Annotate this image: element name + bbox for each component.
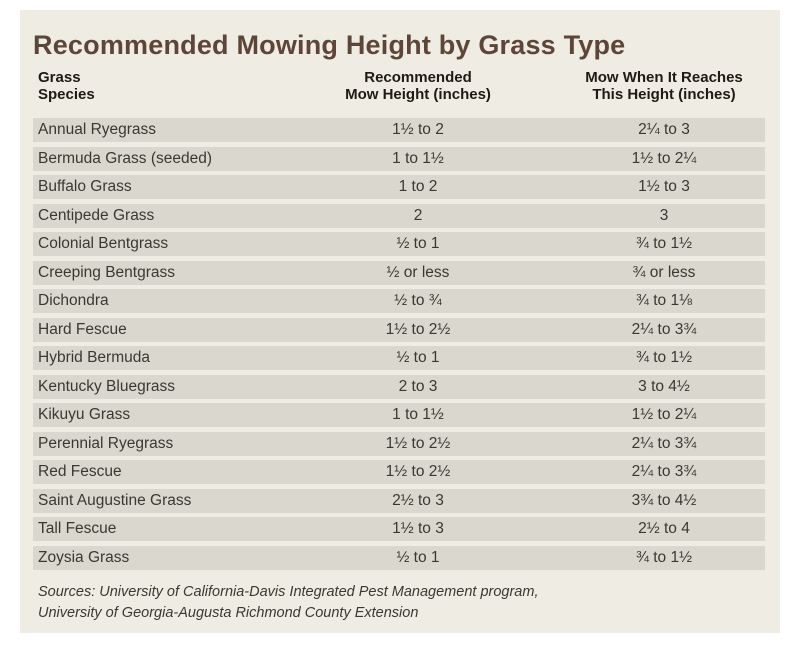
mow-height-cell: 2 bbox=[413, 206, 423, 224]
table-row: Perennial Ryegrass 1½ to 2½ 2¼ to 3¾ bbox=[33, 431, 765, 456]
mow-height-cell: 1½ to 3 bbox=[392, 520, 444, 537]
table-row: Zoysia Grass ½ to 1 ¾ to 1½ bbox=[33, 545, 765, 570]
reach-height-cell: 3¾ to 4½ bbox=[631, 491, 697, 509]
mow-height-cell: 2½ to 3 bbox=[392, 491, 444, 509]
species-cell: Buffalo Grass bbox=[38, 178, 132, 195]
reach-height-cell: ¾ to 1½ bbox=[635, 235, 692, 252]
mow-height-cell: 1½ to 2 bbox=[392, 121, 444, 138]
table-header-row: Grass Species Recommended Mow Height (in… bbox=[33, 69, 765, 103]
reach-height-cell: 2¼ to 3¾ bbox=[631, 434, 697, 452]
mow-height-cell: 1 to 1½ bbox=[392, 406, 444, 423]
table-row: Red Fescue 1½ to 2½ 2¼ to 3¾ bbox=[33, 460, 765, 484]
mow-height-cell: 1½ to 2½ bbox=[385, 463, 451, 480]
mow-height-cell: ½ to 1 bbox=[396, 548, 440, 566]
table-row: Colonial Bentgrass ½ to 1 ¾ to 1½ bbox=[33, 232, 765, 256]
species-cell: Dichondra bbox=[38, 292, 109, 309]
species-cell: Red Fescue bbox=[38, 463, 122, 480]
reach-height-cell: 1½ to 3 bbox=[638, 178, 690, 195]
mow-height-cell: ½ to 1 bbox=[396, 349, 440, 366]
table-row: Centipede Grass 2 3 bbox=[33, 203, 765, 228]
table-row: Kentucky Bluegrass 2 to 3 3 to 4½ bbox=[33, 374, 765, 399]
column-header-reach-height: Mow When It Reaches This Height (inches) bbox=[585, 69, 743, 103]
column-header-mow-height: Recommended Mow Height (inches) bbox=[345, 69, 491, 103]
species-cell: Kentucky Bluegrass bbox=[38, 377, 175, 395]
mow-height-cell: ½ to ¾ bbox=[394, 292, 442, 309]
reach-height-cell: 2¼ to 3 bbox=[638, 121, 690, 138]
table-row: Dichondra ½ to ¾ ¾ to 1⅛ bbox=[33, 289, 765, 313]
reach-height-cell: 2¼ to 3¾ bbox=[631, 463, 697, 480]
table-row: Kikuyu Grass 1 to 1½ 1½ to 2¼ bbox=[33, 403, 765, 427]
table-row: Hard Fescue 1½ to 2½ 2¼ to 3¾ bbox=[33, 317, 765, 342]
mow-height-cell: ½ to 1 bbox=[396, 235, 440, 252]
mow-height-cell: 1½ to 2½ bbox=[385, 434, 451, 452]
species-cell: Tall Fescue bbox=[38, 520, 117, 537]
species-cell: Perennial Ryegrass bbox=[38, 434, 174, 452]
reach-height-cell: 1½ to 2¼ bbox=[631, 406, 697, 423]
reach-height-cell: ¾ or less bbox=[632, 263, 696, 281]
reach-height-cell: 2½ to 4 bbox=[638, 520, 690, 537]
table-row: Hybrid Bermuda ½ to 1 ¾ to 1½ bbox=[33, 346, 765, 370]
table-row: Bermuda Grass (seeded) 1 to 1½ 1½ to 2¼ bbox=[33, 146, 765, 171]
species-cell: Annual Ryegrass bbox=[38, 121, 157, 138]
mowing-height-panel: Recommended Mowing Height by Grass Type … bbox=[20, 10, 780, 633]
mow-height-cell: 1 to 1½ bbox=[392, 149, 444, 167]
reach-height-cell: 3 to 4½ bbox=[638, 377, 690, 395]
species-cell: Hybrid Bermuda bbox=[38, 349, 150, 366]
mow-height-cell: 1 to 2 bbox=[398, 178, 438, 195]
page-title: Recommended Mowing Height by Grass Type bbox=[33, 30, 626, 60]
table-row: Saint Augustine Grass 2½ to 3 3¾ to 4½ bbox=[33, 488, 765, 513]
reach-height-cell: 3 bbox=[659, 206, 669, 224]
column-header-grass-species: Grass Species bbox=[38, 69, 95, 103]
mow-height-cell: 2 to 3 bbox=[398, 377, 438, 395]
species-cell: Centipede Grass bbox=[38, 206, 155, 224]
table-row: Tall Fescue 1½ to 3 2½ to 4 bbox=[33, 517, 765, 541]
table-row: Creeping Bentgrass ½ or less ¾ or less bbox=[33, 260, 765, 285]
reach-height-cell: 2¼ to 3¾ bbox=[631, 320, 697, 338]
species-cell: Creeping Bentgrass bbox=[38, 263, 175, 281]
species-cell: Hard Fescue bbox=[38, 320, 127, 338]
species-cell: Colonial Bentgrass bbox=[38, 235, 169, 252]
reach-height-cell: 1½ to 2¼ bbox=[631, 149, 697, 167]
table-body: Annual Ryegrass 1½ to 2 2¼ to 3 Bermuda … bbox=[33, 118, 765, 574]
reach-height-cell: ¾ to 1½ bbox=[635, 349, 692, 366]
table-row: Annual Ryegrass 1½ to 2 2¼ to 3 bbox=[33, 118, 765, 142]
sources-note: Sources: University of California-Davis … bbox=[38, 584, 539, 621]
species-cell: Saint Augustine Grass bbox=[38, 491, 192, 509]
mow-height-cell: ½ or less bbox=[386, 263, 450, 281]
reach-height-cell: ¾ to 1⅛ bbox=[635, 292, 692, 309]
table-row: Buffalo Grass 1 to 2 1½ to 3 bbox=[33, 175, 765, 199]
species-cell: Bermuda Grass (seeded) bbox=[38, 149, 213, 167]
species-cell: Zoysia Grass bbox=[38, 548, 130, 566]
species-cell: Kikuyu Grass bbox=[38, 406, 131, 423]
mow-height-cell: 1½ to 2½ bbox=[385, 320, 451, 338]
reach-height-cell: ¾ to 1½ bbox=[635, 548, 692, 566]
